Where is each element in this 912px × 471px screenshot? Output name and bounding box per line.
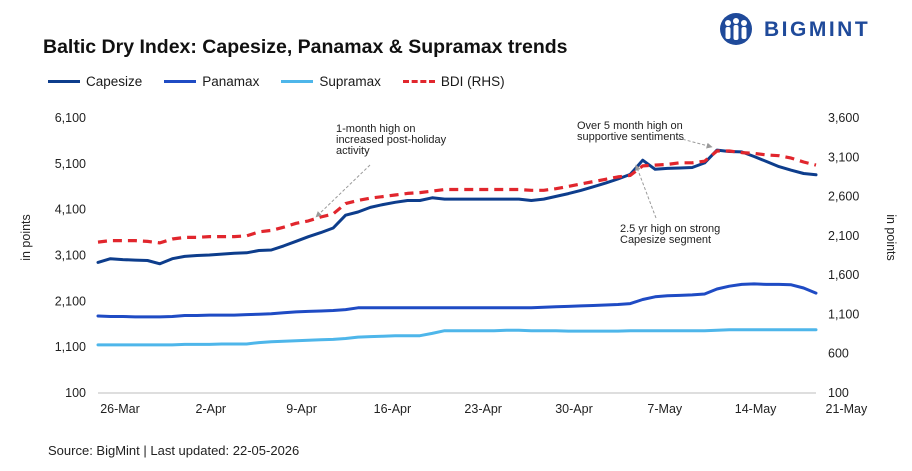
legend-swatch-bdi (402, 79, 435, 83)
y-left-tick-label: 1,100 (55, 340, 86, 354)
legend-label-supramax: Supramax (319, 73, 381, 89)
x-tick-label: 14-May (735, 402, 777, 416)
y-right-tick-label: 100 (828, 386, 849, 400)
y-right-tick-label: 2,600 (828, 190, 859, 204)
y-left-tick-label: 4,100 (55, 203, 86, 217)
x-tick-label: 7-May (647, 402, 682, 416)
y-left-tick-label: 100 (65, 386, 86, 400)
legend-item-capesize: Capesize (48, 74, 142, 89)
annotation-cape_2_5y: 2.5 yr high on strong Capesize segment (620, 223, 720, 246)
series-line-panamax (96, 282, 818, 319)
y-right-tick-label: 3,100 (828, 150, 859, 164)
annotation-bdi_1m: 1-month high on increased post-holiday act… (336, 123, 447, 157)
y-left-axis-title: in points (19, 214, 33, 261)
legend-item-panamax: Panamax (164, 74, 259, 89)
y-right-tick-label: 1,100 (828, 307, 859, 321)
legend-swatch-panamax (164, 79, 197, 83)
legend-item-bdi: BDI (RHS) (402, 73, 505, 89)
annotation-arrow-bdi_1m (315, 164, 371, 218)
source-note: Source: BigMint | Last updated: 22-05-20… (48, 443, 300, 458)
annotation-bdi_5m: Over 5 month high on supportive sentiment… (577, 120, 684, 143)
x-tick-label: 30-Apr (555, 402, 593, 416)
legend-item-supramax: Supramax (281, 74, 381, 89)
y-right-tick-label: 1,600 (828, 268, 859, 282)
y-right-axis-title: in points (884, 214, 898, 261)
x-tick-label: 23-Apr (464, 402, 502, 416)
annotation-arrow-bdi_5m (677, 137, 713, 149)
legend-swatch-capesize (48, 79, 80, 83)
x-tick-label: 26-Mar (100, 402, 140, 416)
series-line-supramax (96, 328, 818, 347)
legend-swatch-supramax (281, 79, 314, 83)
y-left-tick-label: 6,100 (55, 111, 86, 125)
legend-label-bdi: BDI (RHS) (440, 73, 505, 89)
x-tick-label: 16-Apr (374, 402, 412, 416)
legend-label-capesize: Capesize (86, 73, 143, 89)
y-left-tick-label: 5,100 (55, 157, 86, 171)
bigmint-logo: BIGMINT (716, 12, 906, 46)
series-line-capesize (96, 148, 818, 266)
y-left-tick-label: 3,100 (55, 249, 86, 263)
series-line-bdi (97, 149, 817, 245)
people-icon (720, 13, 752, 45)
y-right-tick-label: 3,600 (828, 111, 859, 125)
brand-name: BIGMINT (764, 18, 871, 41)
y-left-tick-label: 2,100 (55, 294, 86, 308)
legend-label-panamax: Panamax (202, 73, 260, 89)
x-tick-label: 21-May (826, 402, 868, 416)
chart-title: Baltic Dry Index: Capesize, Panamax & Su… (43, 36, 568, 58)
chart-legend: Capesize Panamax Supramax BDI (RHS) (48, 71, 527, 91)
annotation-arrow-cape_2_5y (635, 164, 657, 219)
x-tick-label: 2-Apr (196, 402, 227, 416)
y-right-tick-label: 2,100 (828, 229, 859, 243)
x-tick-label: 9-Apr (286, 402, 317, 416)
y-right-tick-label: 600 (828, 347, 849, 361)
